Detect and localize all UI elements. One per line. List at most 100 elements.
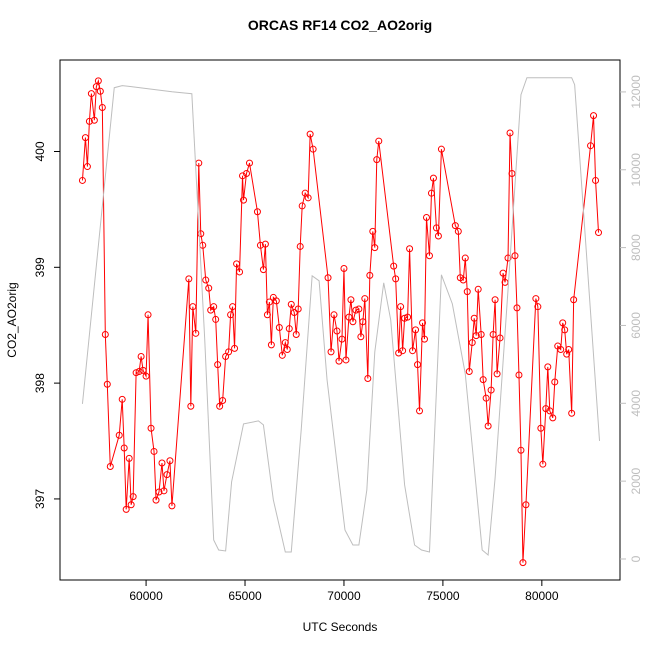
point <box>357 333 365 341</box>
point <box>256 241 264 249</box>
point <box>147 424 155 432</box>
point <box>419 319 427 327</box>
y2-tick-label: 2000 <box>629 467 643 494</box>
point <box>231 344 239 352</box>
x-tick-label: 70000 <box>327 589 361 603</box>
point <box>150 447 158 455</box>
point <box>522 501 530 509</box>
point <box>96 87 104 95</box>
point <box>472 332 480 340</box>
point <box>397 303 405 311</box>
point <box>504 254 512 262</box>
point <box>210 303 218 311</box>
chart-title: ORCAS RF14 CO2_AO2orig <box>248 17 432 33</box>
y2-tick-label: 12000 <box>629 75 643 109</box>
point <box>283 346 291 354</box>
point <box>542 405 550 413</box>
point <box>227 311 235 319</box>
point <box>292 330 300 338</box>
point <box>245 159 253 167</box>
point <box>335 357 343 365</box>
point <box>557 346 565 354</box>
y-tick-label: 400 <box>33 141 47 161</box>
point <box>83 163 91 171</box>
point <box>487 386 495 394</box>
point <box>327 348 335 356</box>
point <box>349 318 357 326</box>
point <box>78 176 86 184</box>
y2-tick-label: 0 <box>629 555 643 562</box>
point <box>267 341 275 349</box>
point <box>98 103 106 111</box>
point <box>160 487 168 495</box>
point <box>595 229 603 237</box>
point <box>532 295 540 303</box>
point <box>519 559 527 567</box>
point <box>484 422 492 430</box>
point <box>371 244 379 252</box>
point <box>369 227 377 235</box>
point <box>287 300 295 308</box>
point <box>401 314 409 322</box>
point <box>219 396 227 404</box>
point <box>103 380 111 388</box>
y2-tick-label: 6000 <box>629 312 643 339</box>
point <box>559 319 567 327</box>
point <box>142 372 150 380</box>
point <box>359 318 367 326</box>
point <box>306 130 314 138</box>
point <box>361 295 369 303</box>
point <box>592 176 600 184</box>
point <box>451 222 459 230</box>
point <box>551 378 559 386</box>
point <box>461 254 469 262</box>
point <box>259 266 267 274</box>
point <box>296 242 304 250</box>
point <box>491 296 499 304</box>
point <box>470 314 478 322</box>
point <box>565 346 573 354</box>
point <box>243 169 251 177</box>
point <box>168 502 176 510</box>
point <box>202 276 210 284</box>
point <box>225 348 233 356</box>
point <box>239 172 247 180</box>
point <box>468 339 476 347</box>
point <box>272 297 280 305</box>
point <box>479 376 487 384</box>
point <box>294 305 302 313</box>
point <box>459 276 467 284</box>
y2-tick-label: 4000 <box>629 390 643 417</box>
point <box>120 444 128 452</box>
point <box>375 137 383 145</box>
point <box>127 501 135 509</box>
y-tick-label: 399 <box>33 257 47 277</box>
point <box>422 214 430 222</box>
point <box>185 275 193 283</box>
point <box>399 347 407 355</box>
point <box>342 356 350 364</box>
point <box>187 402 195 410</box>
point <box>414 361 422 369</box>
point <box>517 446 525 454</box>
point <box>285 325 293 333</box>
point <box>511 252 519 260</box>
x-tick-label: 65000 <box>228 589 262 603</box>
point <box>355 305 363 313</box>
point <box>197 230 205 238</box>
point <box>216 402 224 410</box>
point <box>437 145 445 153</box>
point <box>590 112 598 120</box>
point <box>570 296 578 304</box>
point <box>432 224 440 232</box>
point <box>434 232 442 240</box>
point <box>132 369 140 377</box>
point <box>236 268 244 276</box>
y-axis-label: CO2_AO2orig <box>5 282 19 357</box>
point <box>416 407 424 415</box>
point <box>515 371 523 379</box>
point <box>482 394 490 402</box>
point <box>122 505 130 513</box>
y-tick-label: 397 <box>33 489 47 509</box>
